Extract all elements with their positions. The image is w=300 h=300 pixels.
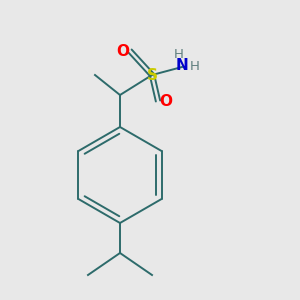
Text: H: H xyxy=(190,59,200,73)
Text: O: O xyxy=(116,44,130,59)
Text: O: O xyxy=(160,94,172,110)
Text: S: S xyxy=(146,68,158,82)
Text: N: N xyxy=(176,58,188,74)
Text: H: H xyxy=(174,47,184,61)
